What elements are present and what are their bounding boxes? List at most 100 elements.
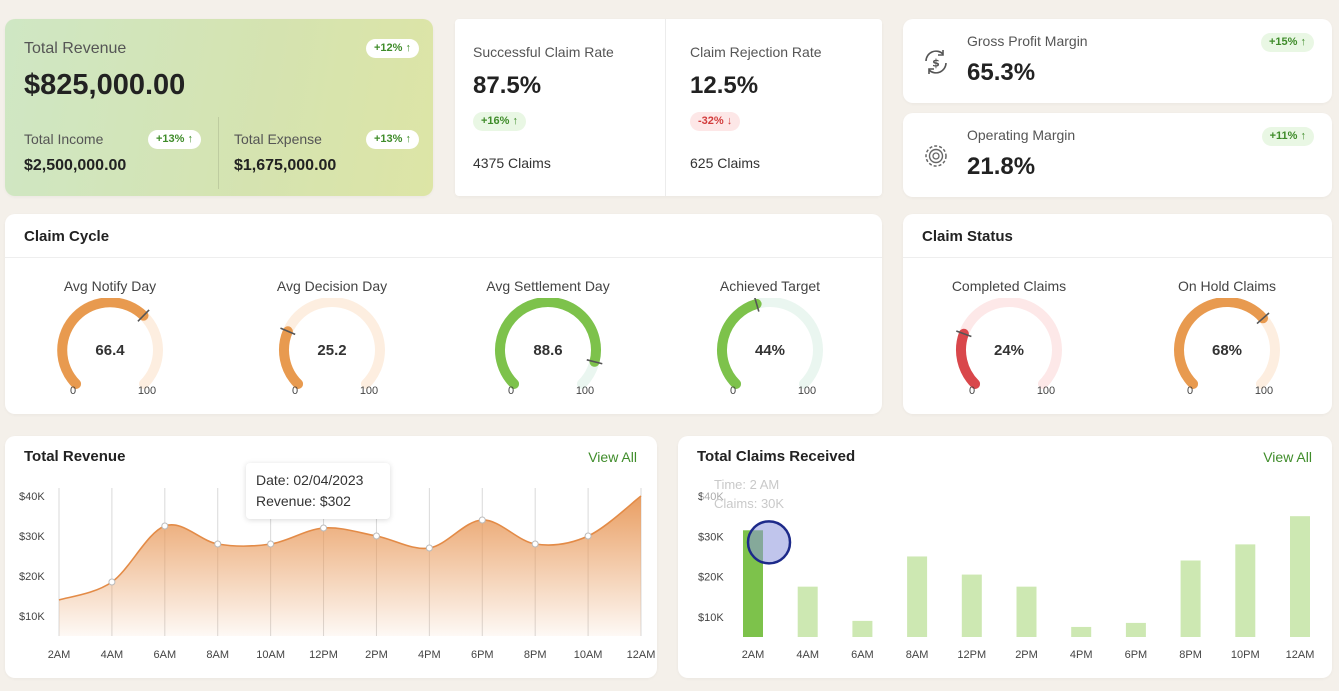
view-all-link[interactable]: View All bbox=[1263, 449, 1312, 465]
x-tick-label: 2PM bbox=[365, 649, 388, 661]
tooltip-value: Revenue: $302 bbox=[256, 493, 351, 509]
data-point bbox=[584, 532, 592, 540]
bar bbox=[852, 620, 873, 637]
gauge-max: 100 bbox=[798, 385, 816, 397]
gauge-fill bbox=[57, 298, 149, 389]
total-revenue-chart[interactable]: $10K $20K $30K $40K 2AM 4AM 6AM 8AM 10AM 12PM 2PM 4… bbox=[5, 436, 657, 678]
x-tick-label: 4PM bbox=[418, 649, 441, 661]
gauge-chart: 88.6 0 100 bbox=[495, 298, 603, 397]
x-tick-label: 8AM bbox=[206, 649, 229, 661]
revenue-area bbox=[59, 496, 641, 636]
data-point bbox=[372, 532, 380, 540]
x-tick-label: 12PM bbox=[957, 649, 986, 661]
gauge-min: 0 bbox=[969, 385, 975, 397]
claim-status-title: Claim Status bbox=[922, 228, 1013, 245]
gauge-chart: 24% 0 100 bbox=[956, 298, 1062, 397]
svg-text:$: $ bbox=[932, 57, 940, 70]
total-claims-chart[interactable]: $10K$20K$30K$40K2AM4AM6AM8AM12PM2PM4PM6P… bbox=[678, 436, 1332, 678]
data-point bbox=[320, 524, 328, 532]
bar bbox=[1235, 544, 1256, 637]
cursor-indicator bbox=[746, 520, 792, 565]
successful-claims-count: 4375 Claims bbox=[473, 155, 551, 171]
gear-icon bbox=[925, 145, 947, 167]
total-expense-badge: +13% ↑ bbox=[366, 130, 419, 149]
data-point bbox=[214, 540, 222, 548]
data-point bbox=[161, 522, 169, 530]
total-income-badge: +13% ↑ bbox=[148, 130, 201, 149]
x-tick-label: 4AM bbox=[101, 649, 124, 661]
x-tick-label: 8PM bbox=[524, 649, 547, 661]
total-expense-label: Total Expense bbox=[234, 131, 322, 147]
bar bbox=[797, 586, 818, 637]
gauge-label: On Hold Claims bbox=[1177, 278, 1277, 294]
claim-rejection-rate: Claim Rejection Rate 12.5% -32% ↓ 625 Cl… bbox=[672, 19, 872, 196]
gauge-chart: 66.4 0 100 bbox=[57, 298, 163, 397]
gauge-min: 0 bbox=[292, 385, 298, 397]
gauge-min: 0 bbox=[70, 385, 76, 397]
x-tick-label: 2AM bbox=[742, 649, 765, 661]
bar bbox=[1125, 622, 1146, 637]
gauge-fill bbox=[1174, 298, 1269, 389]
divider bbox=[665, 19, 666, 196]
chart-tooltip: Time: 2 AM Claims: 30K bbox=[702, 470, 808, 518]
y-tick-label: $40K bbox=[19, 491, 45, 503]
gauge: Avg Decision Day 25.2 0 100 bbox=[232, 274, 432, 404]
y-tick-label: $10K bbox=[19, 611, 45, 623]
x-tick-label: 10AM bbox=[256, 649, 285, 661]
total-revenue-chart-card: $10K $20K $30K $40K 2AM 4AM 6AM 8AM 10AM 12PM 2PM 4… bbox=[5, 436, 657, 678]
bar bbox=[1071, 626, 1092, 637]
gauge-label: Completed Claims bbox=[951, 278, 1067, 294]
x-tick-label: 4AM bbox=[796, 649, 819, 661]
claim-rejection-rate-label: Claim Rejection Rate bbox=[690, 44, 822, 60]
gauge-label: Avg Decision Day bbox=[276, 278, 388, 294]
y-tick-label: $20K bbox=[19, 571, 45, 583]
x-tick-label: 12PM bbox=[309, 649, 338, 661]
bar bbox=[1180, 560, 1201, 637]
total-revenue-value: $825,000.00 bbox=[24, 69, 186, 101]
x-tick-label: 10PM bbox=[1231, 649, 1260, 661]
claim-status-panel: Claim Status Completed Claims 24% 0 100 On H… bbox=[903, 214, 1332, 414]
gauge: Achieved Target 44% 0 100 bbox=[670, 274, 870, 404]
view-all-link[interactable]: View All bbox=[588, 449, 637, 465]
gauge-value: 24% bbox=[994, 342, 1024, 359]
data-point bbox=[108, 578, 116, 586]
bar bbox=[907, 556, 928, 637]
gross-profit-margin-label: Gross Profit Margin bbox=[967, 33, 1088, 49]
divider bbox=[218, 117, 219, 189]
gauge-fill bbox=[279, 326, 304, 389]
x-tick-label: 6AM bbox=[851, 649, 874, 661]
gauge-min: 0 bbox=[730, 385, 736, 397]
x-tick-label: 12AM bbox=[1286, 649, 1315, 661]
gross-profit-margin-value: 65.3% bbox=[967, 59, 1036, 86]
gauge-label: Achieved Target bbox=[719, 278, 821, 294]
gauge-value: 25.2 bbox=[317, 342, 346, 359]
gauge-min: 0 bbox=[508, 385, 514, 397]
gauge-marker bbox=[754, 298, 760, 312]
operating-margin-label: Operating Margin bbox=[967, 127, 1076, 143]
x-tick-label: 8PM bbox=[1179, 649, 1202, 661]
data-point bbox=[531, 540, 539, 548]
gauge-chart: 68% 0 100 bbox=[1174, 298, 1280, 397]
bar bbox=[961, 574, 982, 637]
total-expense-value: $1,675,000.00 bbox=[234, 157, 337, 174]
x-tick-label: 6PM bbox=[1125, 649, 1148, 661]
gauge-max: 100 bbox=[576, 385, 594, 397]
chart-tooltip: Date: 02/04/2023 Revenue: $302 bbox=[246, 463, 390, 519]
successful-claim-rate-value: 87.5% bbox=[473, 72, 542, 99]
operating-margin-badge: +11% ↑ bbox=[1261, 127, 1314, 146]
claim-cycle-title: Claim Cycle bbox=[24, 228, 110, 245]
panel-header bbox=[903, 214, 1332, 258]
y-tick-label: $30K bbox=[698, 531, 724, 543]
y-tick-label: $20K bbox=[698, 572, 724, 584]
tooltip-time: Time: 2 AM bbox=[714, 477, 780, 492]
gauge-value: 88.6 bbox=[533, 342, 562, 359]
successful-claim-rate-label: Successful Claim Rate bbox=[473, 44, 614, 60]
gauge-min: 0 bbox=[1187, 385, 1193, 397]
x-tick-label: 6PM bbox=[471, 649, 494, 661]
gauge-fill bbox=[956, 328, 981, 389]
y-tick-label: $30K bbox=[19, 531, 45, 543]
successful-claim-rate-badge: +16% ↑ bbox=[473, 112, 526, 131]
gauge-max: 100 bbox=[138, 385, 156, 397]
gauge-marker bbox=[1256, 312, 1270, 325]
bar bbox=[1290, 516, 1310, 637]
